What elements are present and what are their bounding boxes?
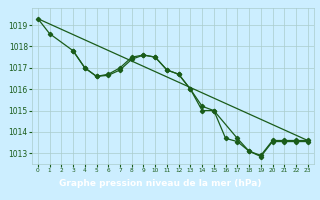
Text: Graphe pression niveau de la mer (hPa): Graphe pression niveau de la mer (hPa) [59, 180, 261, 188]
